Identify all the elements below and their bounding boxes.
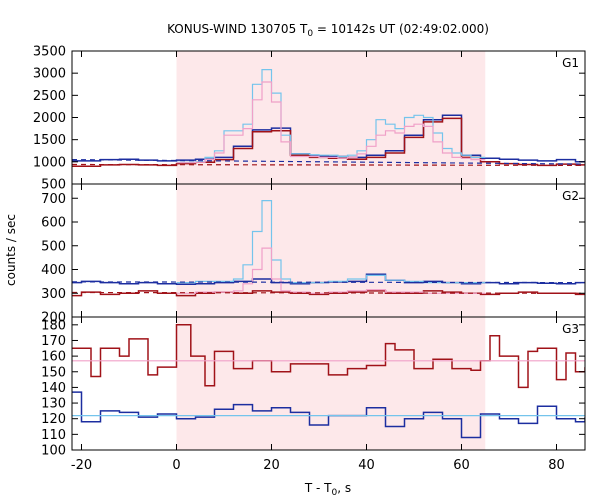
y-tick-label: 120 (41, 412, 66, 427)
y-tick-label: 100 (41, 444, 66, 459)
panel-frame (71, 316, 586, 451)
y-tick-label: 200 (41, 311, 66, 326)
highlight-region (176, 184, 486, 317)
series-line-2 (176, 200, 486, 284)
y-tick-label: 300 (41, 287, 66, 302)
panel-label: G3 (562, 322, 579, 336)
series-line-3 (176, 247, 486, 294)
x-tick-label: 80 (548, 458, 565, 473)
y-tick-label: 170 (41, 334, 66, 349)
panels-group: 500100015002000250030003500G120030040050… (33, 45, 586, 473)
y-tick-label: 600 (41, 216, 66, 231)
panel-label: G1 (562, 56, 579, 70)
y-tick-label: 140 (41, 381, 66, 396)
series-group (72, 324, 585, 439)
y-tick-label: 130 (41, 397, 66, 412)
y-tick-label: 3000 (33, 67, 66, 82)
y-tick-label: 400 (41, 263, 66, 278)
series-line-5 (72, 291, 585, 294)
y-tick-label: 160 (41, 350, 66, 365)
series-line-4 (72, 281, 585, 284)
series-group (72, 200, 585, 297)
series-line-0 (72, 324, 585, 389)
y-tick-label: 1500 (33, 133, 66, 148)
y-tick-label: 3500 (33, 45, 66, 60)
y-tick-label: 180 (41, 318, 66, 333)
x-tick-label: 60 (453, 458, 470, 473)
y-tick-label: 1000 (33, 155, 66, 170)
x-axis-title: T - T0, s (304, 481, 351, 498)
x-tick-label: 20 (263, 458, 280, 473)
y-tick-label: 110 (41, 428, 66, 443)
series-line-1 (72, 391, 585, 439)
highlight-region (176, 317, 486, 450)
series-group (72, 69, 585, 168)
y-tick-label: 500 (41, 178, 66, 193)
panel-g2: 200 300 400 500 600 700 G2 (41, 183, 586, 326)
series-line-1 (72, 290, 585, 297)
series-line-4 (72, 159, 585, 165)
y-axis-title: counts / sec (4, 214, 18, 286)
series-line-3 (176, 81, 486, 164)
x-tick-label: 40 (358, 458, 375, 473)
x-tick-label: -20 (71, 458, 92, 473)
y-tick-label: 500 (41, 239, 66, 254)
series-line-5 (72, 163, 585, 166)
x-tick-label: 0 (172, 458, 180, 473)
panel-g1: 500 1000 1500 2000 2500 3000 3500 G1 (33, 45, 586, 193)
highlight-region (176, 51, 486, 184)
chart-title: KONUS-WIND 130705 T0 = 10142s UT (02:49:… (167, 22, 489, 39)
y-tick-label: 2000 (33, 111, 66, 126)
panel-label: G2 (562, 189, 579, 203)
y-tick-label: 2500 (33, 89, 66, 104)
y-tick-label: 700 (41, 192, 66, 207)
y-tick-label: 150 (41, 365, 66, 380)
